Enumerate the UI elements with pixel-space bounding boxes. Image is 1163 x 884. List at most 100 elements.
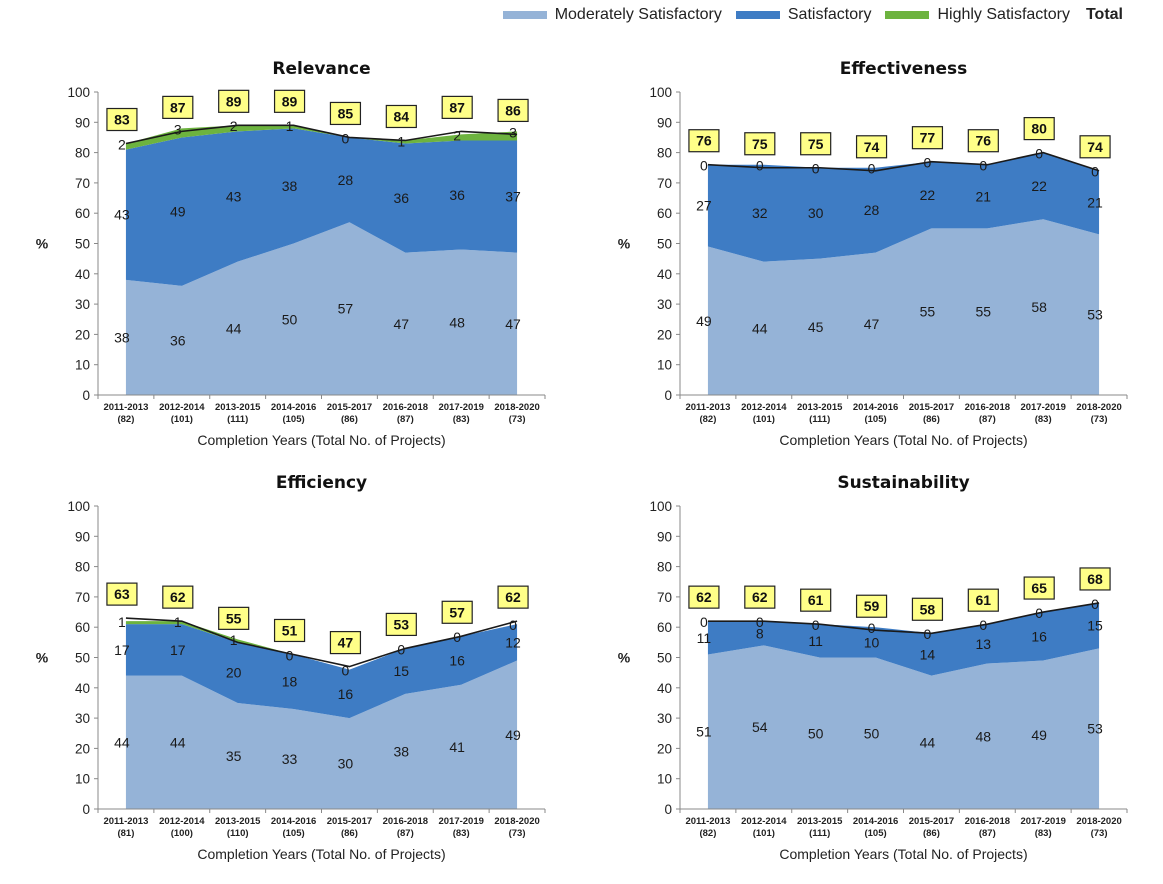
data-label-satisfactory: 38 — [282, 178, 298, 194]
total-label: 87 — [170, 99, 186, 115]
total-box — [855, 135, 888, 159]
total-box — [162, 585, 194, 609]
data-label-moderately-satisfactory: 47 — [394, 316, 410, 332]
y-tick-label: 50 — [657, 237, 672, 252]
legend-label-moderately: Moderately Satisfactory — [554, 6, 722, 23]
x-tick-label: 2011-2013 — [685, 816, 730, 827]
total-box — [688, 585, 720, 609]
area-moderately-satisfactory — [707, 219, 1100, 395]
total-box — [1023, 576, 1055, 600]
legend-item-highly: Highly Satisfactory — [885, 6, 1070, 24]
y-tick-label: 90 — [657, 115, 672, 130]
legend-swatch-highly — [885, 11, 930, 19]
total-label: 47 — [338, 635, 354, 651]
total-label: 89 — [282, 93, 298, 109]
data-label-satisfactory: 36 — [394, 190, 410, 206]
data-label-highly-satisfactory: 1 — [230, 632, 238, 648]
x-tick-label: 2016-2018 — [965, 402, 1010, 413]
data-label-highly-satisfactory: 3 — [509, 124, 517, 140]
total-label: 62 — [752, 589, 768, 605]
total-line — [125, 617, 518, 668]
x-tick-label: 2015-2017 — [909, 816, 954, 827]
y-tick-label: 90 — [657, 529, 672, 544]
x-tick-count: (73) — [509, 414, 526, 425]
total-box — [497, 98, 529, 123]
total-label: 59 — [864, 598, 880, 614]
x-tick-count: (73) — [1091, 828, 1108, 839]
data-label-moderately-satisfactory: 53 — [1087, 721, 1103, 737]
data-label-satisfactory: 16 — [1031, 628, 1047, 644]
x-tick-count: (83) — [1035, 828, 1052, 839]
total-label: 61 — [976, 592, 992, 608]
data-label-satisfactory: 28 — [864, 202, 880, 218]
y-tick-label: 60 — [657, 206, 672, 221]
x-tick-label: 2018-2020 — [494, 816, 539, 827]
x-tick-count: (83) — [1035, 414, 1052, 425]
x-tick-count: (105) — [282, 414, 304, 425]
x-tick-label: 2012-2014 — [741, 402, 787, 413]
chart-efficiency: Efficiency0102030405060708090100%2011-20… — [36, 473, 546, 862]
data-label-moderately-satisfactory: 50 — [282, 311, 298, 327]
data-label-moderately-satisfactory: 54 — [752, 719, 768, 735]
x-tick-count: (87) — [979, 414, 996, 425]
total-line — [125, 124, 518, 145]
total-label: 57 — [449, 604, 465, 620]
chart-title: Sustainability — [837, 473, 969, 493]
total-box — [441, 600, 473, 624]
total-box — [744, 132, 776, 156]
x-tick-label: 2015-2017 — [327, 816, 372, 827]
total-box — [218, 89, 250, 113]
y-tick-label: 70 — [75, 176, 90, 191]
area-satisfactory — [125, 624, 518, 719]
y-tick-label: 100 — [649, 499, 672, 514]
data-label-moderately-satisfactory: 45 — [808, 319, 824, 335]
x-tick-count: (101) — [753, 828, 775, 839]
y-axis-label: % — [618, 650, 631, 666]
data-label-satisfactory: 13 — [976, 636, 992, 652]
x-tick-count: (100) — [171, 828, 193, 839]
y-tick-label: 80 — [657, 560, 672, 575]
chart-title: Effectiveness — [840, 59, 967, 79]
data-label-highly-satisfactory: 0 — [1035, 146, 1043, 162]
data-label-moderately-satisfactory: 48 — [976, 728, 992, 744]
data-label-moderately-satisfactory: 33 — [282, 751, 298, 767]
data-label-highly-satisfactory: 0 — [700, 614, 708, 630]
data-label-moderately-satisfactory: 55 — [976, 304, 992, 320]
data-label-highly-satisfactory: 0 — [924, 626, 932, 642]
total-label: 61 — [808, 592, 824, 608]
total-label: 62 — [170, 589, 186, 605]
total-label: 86 — [505, 102, 521, 118]
x-tick-count: (101) — [753, 414, 775, 425]
y-tick-label: 50 — [75, 651, 90, 666]
chart-panel-efficiency: Efficiency 0 10 20 30 40 50 60 70 80 90 100% 2011-20… — [0, 464, 560, 884]
x-tick-label: 2017-2019 — [1020, 402, 1065, 413]
y-tick-label: 0 — [664, 802, 672, 817]
y-tick-label: 100 — [67, 499, 90, 514]
total-box — [273, 618, 306, 643]
chart-legend: Moderately Satisfactory Satisfactory Hig… — [489, 6, 1123, 24]
data-label-highly-satisfactory: 0 — [342, 663, 350, 679]
y-tick-label: 70 — [657, 176, 672, 191]
y-tick-label: 60 — [75, 620, 90, 635]
data-label-moderately-satisfactory: 38 — [114, 329, 130, 345]
x-tick-count: (86) — [923, 828, 940, 839]
total-label: 83 — [114, 112, 130, 128]
data-label-highly-satisfactory: 0 — [453, 629, 461, 645]
total-box — [1079, 567, 1111, 591]
y-tick-label: 60 — [657, 620, 672, 635]
area-highly-satisfactory — [125, 125, 518, 150]
data-label-moderately-satisfactory: 55 — [920, 304, 936, 320]
x-tick-count: (81) — [117, 828, 134, 839]
data-label-highly-satisfactory: 0 — [812, 617, 820, 633]
total-line — [707, 602, 1100, 635]
data-label-satisfactory: 16 — [338, 686, 354, 702]
y-tick-label: 30 — [657, 711, 672, 726]
data-label-satisfactory: 28 — [338, 172, 354, 188]
chart-panel-relevance: Relevance 0 10 20 30 40 50 60 70 80 90 100% 2011-201… — [0, 50, 560, 470]
y-tick-label: 70 — [657, 590, 672, 605]
data-label-highly-satisfactory: 0 — [286, 647, 294, 663]
x-tick-label: 2012-2014 — [159, 816, 205, 827]
x-tick-count: (111) — [809, 828, 830, 839]
x-tick-label: 2012-2014 — [159, 402, 205, 413]
legend-item-satisfactory: Satisfactory — [735, 6, 871, 24]
